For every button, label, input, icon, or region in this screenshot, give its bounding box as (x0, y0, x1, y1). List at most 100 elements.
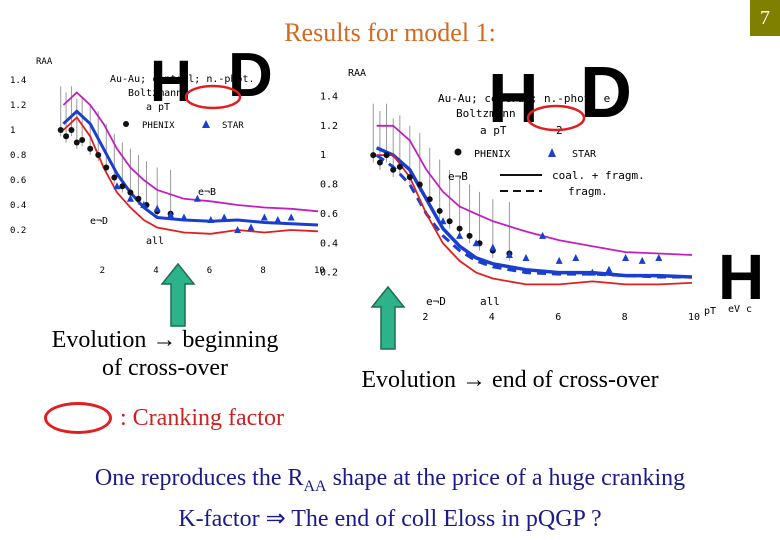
right-ytick-label: 1.4 (320, 91, 338, 102)
left-star-point (193, 194, 201, 202)
left-star-point (126, 194, 134, 202)
right-ytick-label: 1 (320, 150, 326, 161)
cranking-legend: : Cranking factor (44, 402, 284, 434)
right-xtick-label: 6 (555, 312, 561, 323)
left-phenix-point (95, 152, 102, 158)
left-star-point (113, 182, 121, 190)
left-raa-chart: RAA 0.2 0.4 0.6 0.8 1 1.2 1.4 2 4 6 8 10 Au-Au; ce… (10, 57, 325, 275)
left-ylabel: RAA (36, 57, 53, 67)
right-xtick-label: 8 (622, 312, 628, 323)
left-annot-ed: e¬D (90, 216, 108, 227)
right-legend-system: Au-Au; central; n.-phot. e (438, 92, 610, 105)
right-ytick-label: 0.2 (320, 268, 338, 279)
right-phenix-point (370, 152, 377, 159)
page-number: 7 (750, 0, 780, 36)
right-series-line (376, 154, 693, 286)
cranking-label: : Cranking factor (120, 404, 284, 431)
right-star-point (622, 253, 630, 261)
right-star-point (555, 256, 563, 264)
right-phenix-point (466, 232, 473, 239)
right-arrow-icon (370, 285, 406, 350)
left-ytick-label: 0.4 (10, 201, 26, 211)
right-phenix-point (426, 196, 433, 203)
right-star-point (489, 243, 497, 251)
left-series-line (62, 91, 319, 213)
left-star-point (167, 211, 175, 218)
left-phenix-point (111, 174, 118, 181)
left-phenix-point (63, 133, 70, 140)
slide-title: Results for model 1: (284, 18, 496, 47)
right-star-point (456, 231, 464, 239)
left-phenix-point (127, 189, 134, 196)
left-star-point (287, 213, 295, 221)
right-series-line (375, 153, 692, 279)
left-xtick-label: 8 (260, 266, 265, 275)
right-caption: Evolution → end of cross-over (361, 367, 659, 393)
right-star-point (505, 251, 513, 258)
right-xlabel: pT (704, 306, 716, 317)
left-legend-phenix: PHENIX (142, 121, 175, 131)
right-ytick-label: 0.6 (320, 209, 338, 220)
conclusion-text: One reproduces the RAA shape at the pric… (0, 462, 780, 535)
left-star-point (220, 213, 228, 221)
left-star-point (180, 213, 188, 221)
left-xtick-label: 10 (314, 266, 325, 275)
conclusion-line1-pre: One reproduces the R (94, 465, 304, 491)
left-caption-line2: of cross-over (102, 355, 228, 381)
left-phenix-point (68, 127, 75, 133)
right-phenix-point (390, 166, 397, 173)
right-legend-solid: coal. + fragm. (552, 169, 645, 182)
left-legend-pt: a pT (146, 102, 170, 113)
right-series-line (376, 124, 693, 256)
left-star-point (234, 226, 242, 233)
right-star-point (439, 217, 447, 225)
right-phenix-point (383, 152, 390, 159)
right-star-point (638, 256, 646, 264)
right-legend-phenix: PHENIX (474, 149, 510, 160)
right-legend-pt: a pT (480, 124, 507, 137)
left-star-point (140, 201, 148, 208)
left-star-point (153, 204, 161, 212)
left-ytick-label: 0.6 (10, 176, 26, 186)
left-star-point (260, 213, 268, 221)
left-phenix-point (87, 145, 94, 152)
left-ytick-label: 1.2 (10, 101, 26, 111)
far-h-letter: H (718, 241, 765, 313)
right-ytick-label: 1.2 (320, 121, 338, 132)
left-legend-model: Boltzmann (128, 88, 182, 99)
right-legend-model: Boltzmann (456, 107, 516, 120)
right-star-point (605, 265, 613, 273)
right-ylabel: RAA (348, 68, 366, 79)
left-h-letter: H (150, 49, 192, 114)
cranking-oval-icon (44, 402, 112, 434)
right-xtick-label: 4 (489, 312, 495, 323)
left-series-line (62, 116, 319, 235)
right-star-point (655, 253, 663, 261)
left-ytick-label: 0.2 (10, 226, 26, 236)
right-legend-star: STAR (572, 149, 597, 160)
left-caption-line1: Evolution → beginning (51, 327, 279, 353)
right-annot-ed: e¬D (426, 295, 446, 308)
left-phenix-point (79, 137, 86, 143)
left-phenix-point (103, 164, 110, 171)
right-legend-dashed: fragm. (568, 185, 608, 198)
conclusion-line1: One reproduces the RAA shape at the pric… (0, 462, 780, 503)
right-legend-phenix-marker (454, 148, 462, 156)
right-phenix-point (406, 174, 413, 181)
right-phenix-point (376, 159, 383, 166)
conclusion-line1-sub: AA (303, 477, 327, 495)
right-xtick-label: 2 (422, 312, 428, 323)
left-star-point (247, 223, 255, 231)
right-star-point (472, 239, 480, 247)
left-star-point (207, 216, 215, 223)
left-legend-star: STAR (222, 121, 244, 131)
right-ytick-label: 0.8 (320, 180, 338, 191)
left-arrow-icon (160, 262, 196, 327)
conclusion-line1-post: shape at the price of a huge cranking (326, 465, 686, 491)
right-phenix-point (416, 181, 423, 188)
right-ytick-label: 0.4 (320, 238, 338, 249)
right-raa-chart: RAA 0.2 0.4 0.6 0.8 1 1.2 1.4 2 4 6 8 10 Au-Au; ce… (320, 68, 752, 323)
right-star-point (539, 231, 547, 239)
right-annot-eb: e¬B (448, 170, 468, 183)
left-xtick-label: 2 (100, 266, 105, 275)
